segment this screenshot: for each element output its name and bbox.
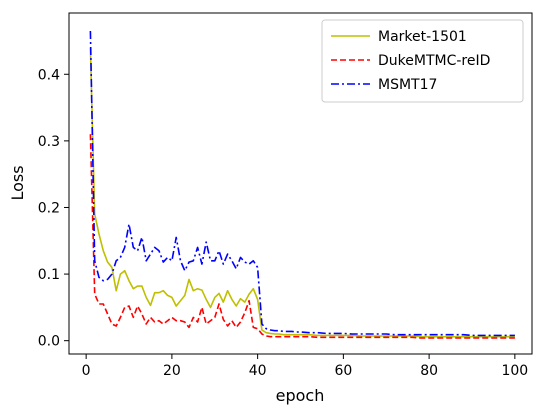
- x-tick-label: 80: [420, 363, 438, 379]
- x-tick-label: 40: [249, 363, 267, 379]
- series-line-market-1501: [89, 47, 515, 338]
- y-tick-label: 0.2: [38, 200, 60, 216]
- x-tick-label: 20: [163, 363, 181, 379]
- series-line-dukemtmc-reid: [89, 134, 515, 339]
- legend-box: [321, 19, 524, 103]
- x-tick-label: 60: [334, 363, 352, 379]
- y-tick-label: 0.1: [38, 267, 60, 283]
- legend: Market-1501 DukeMTMC-reID MSMT17: [321, 19, 524, 103]
- series-layer: [89, 30, 515, 339]
- legend-label: DukeMTMC-reID: [378, 53, 490, 69]
- x-axis-label: epoch: [276, 386, 325, 405]
- y-tick-label: 0.3: [38, 134, 60, 150]
- legend-label: MSMT17: [378, 77, 437, 93]
- y-tick-label: 0.0: [38, 334, 60, 350]
- y-axis: 0.0 0.1 0.2 0.3 0.4: [38, 67, 69, 350]
- x-axis: 0 20 40 60 80 100: [82, 354, 528, 379]
- y-tick-label: 0.4: [38, 67, 60, 83]
- series-line-msmt17: [89, 30, 515, 337]
- y-axis-label: Loss: [8, 165, 27, 200]
- x-tick-label: 100: [501, 363, 528, 379]
- x-tick-label: 0: [82, 363, 91, 379]
- legend-label: Market-1501: [378, 29, 467, 45]
